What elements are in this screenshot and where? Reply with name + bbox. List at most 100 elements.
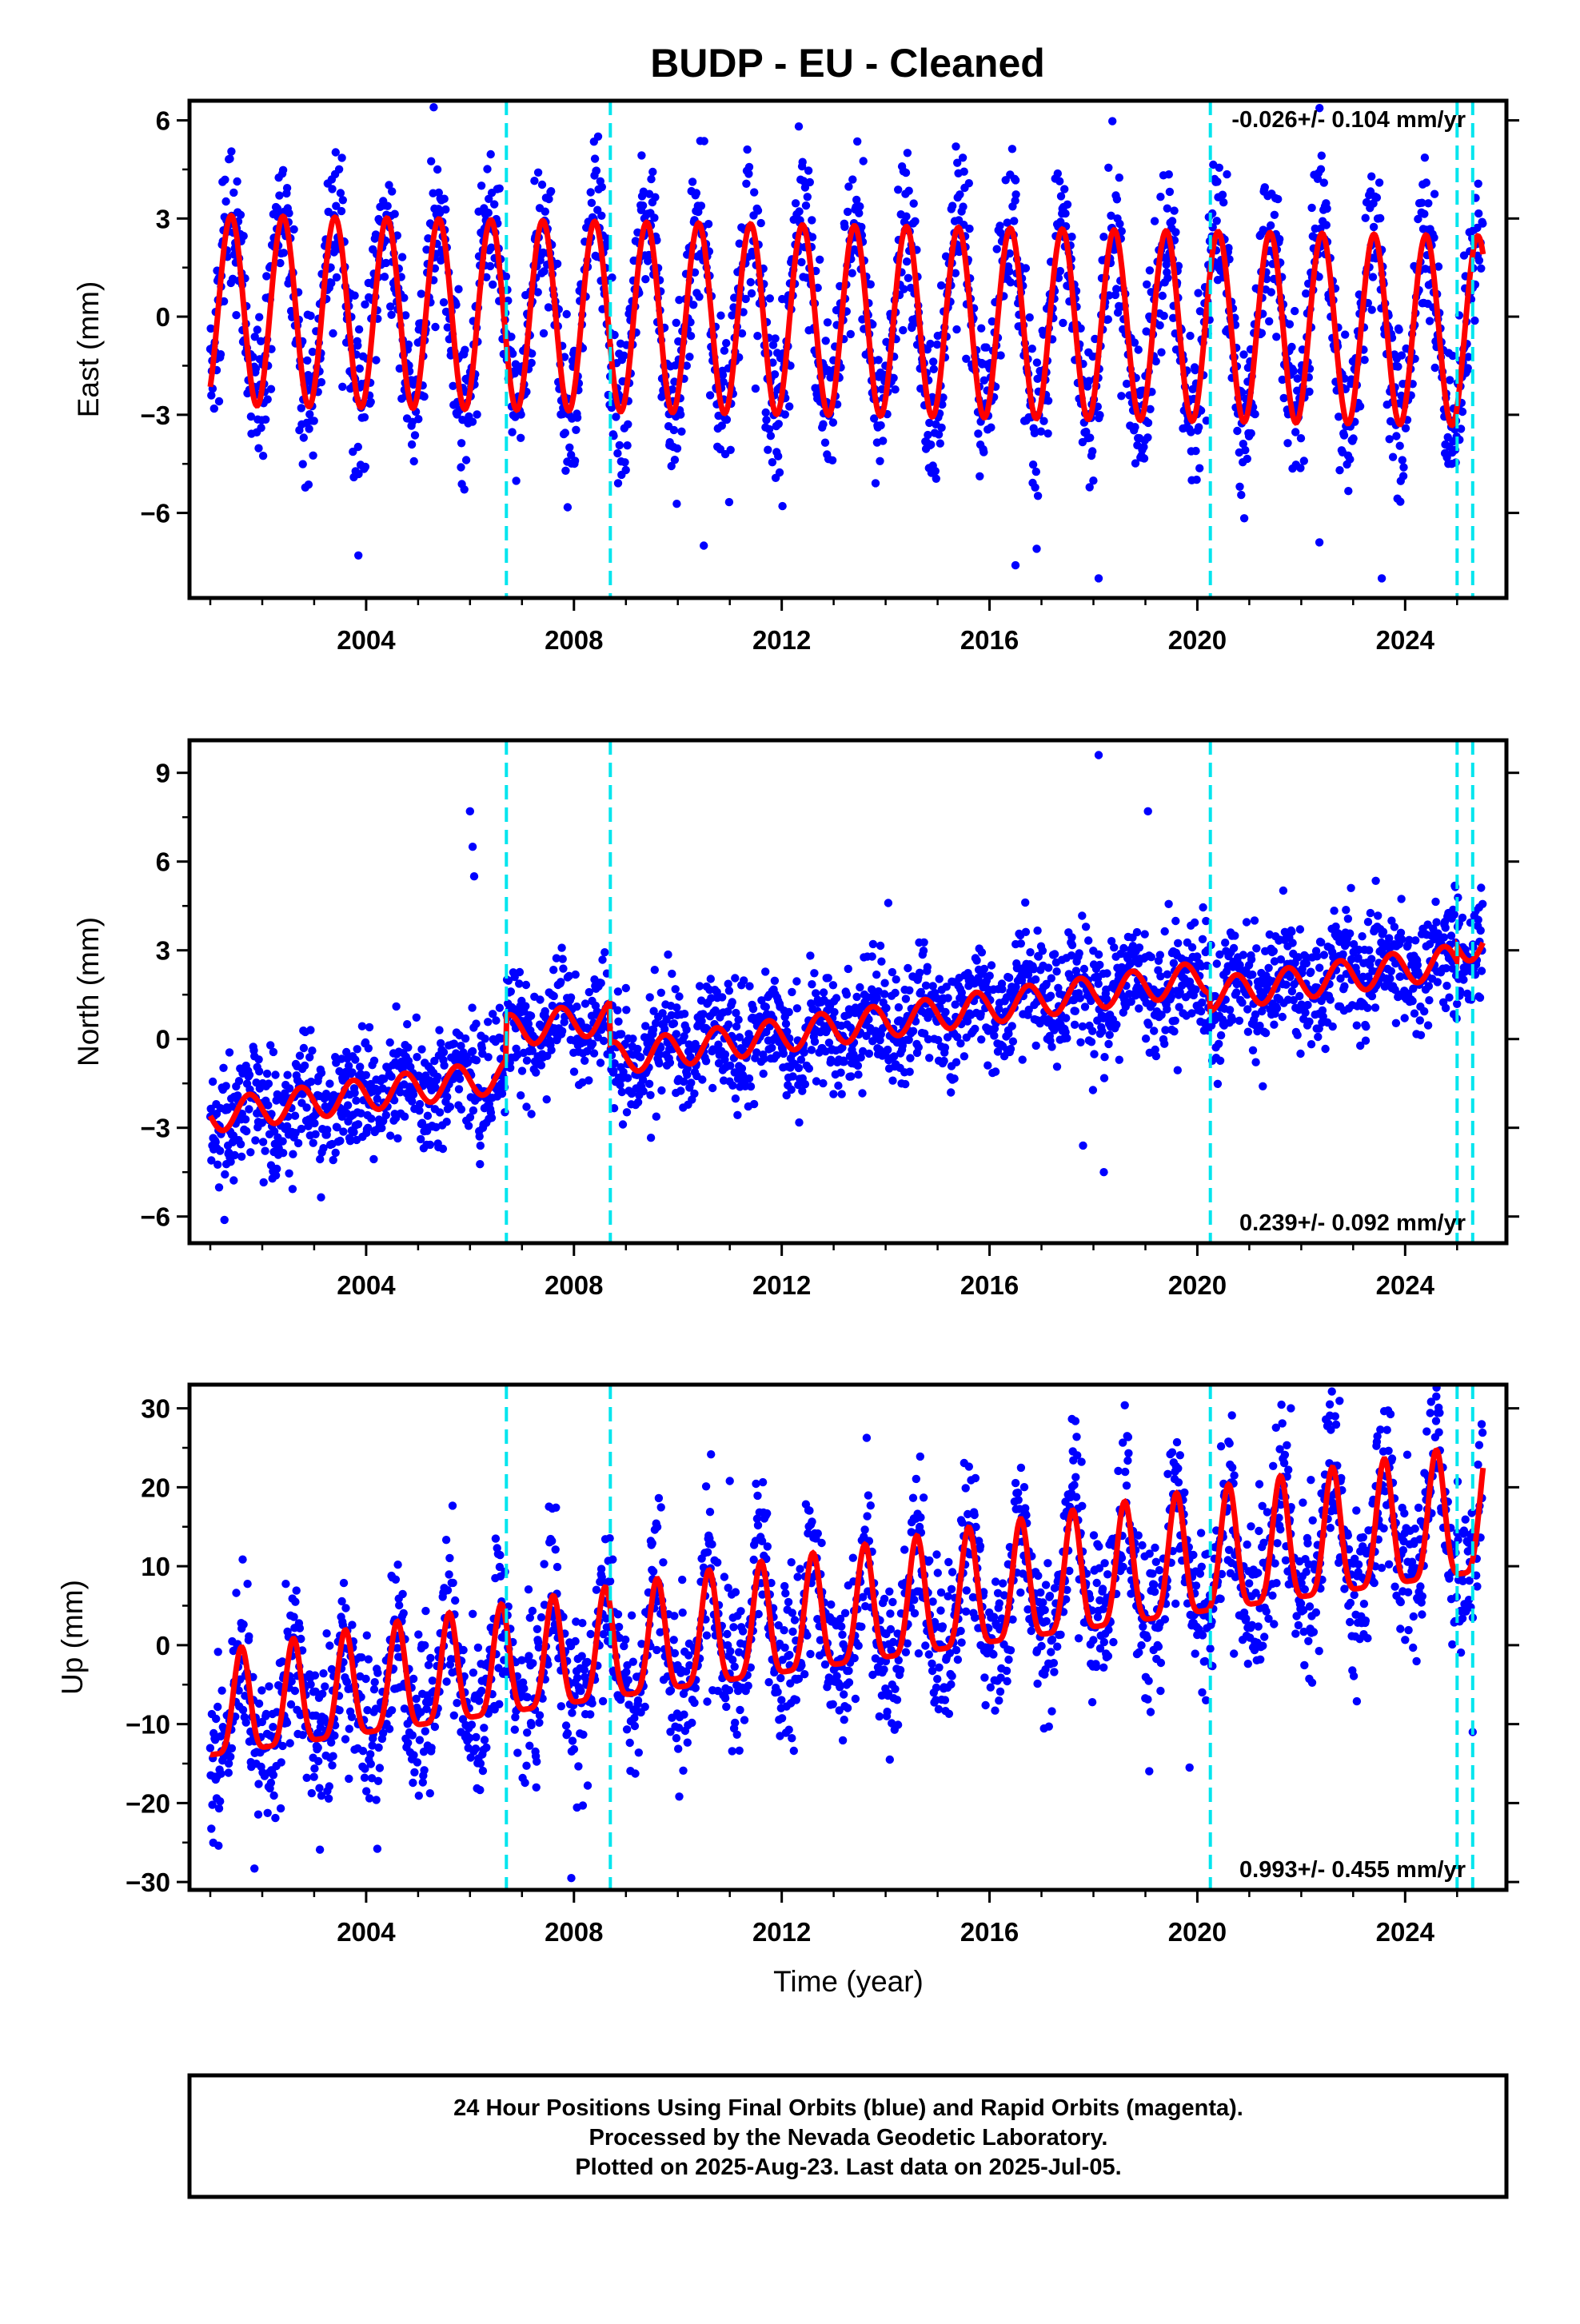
north-point — [1163, 971, 1171, 979]
north-point — [522, 1102, 530, 1110]
east-point — [254, 444, 262, 452]
east-point — [723, 416, 731, 424]
north-point — [872, 971, 880, 979]
east-point — [980, 448, 988, 456]
east-point — [767, 432, 775, 440]
north-outlier-point — [1099, 1168, 1107, 1176]
north-point — [265, 1079, 273, 1087]
north-point — [1279, 887, 1287, 895]
north-point — [728, 998, 736, 1006]
north-point — [666, 1058, 674, 1066]
north-point — [1313, 952, 1321, 960]
east-point — [1286, 320, 1294, 328]
north-point — [559, 964, 567, 972]
east-point — [1005, 267, 1013, 275]
north-point — [852, 993, 860, 1001]
east-point — [1376, 214, 1384, 222]
east-point — [530, 177, 538, 185]
north-point — [732, 1094, 740, 1102]
east-point — [704, 220, 712, 228]
north-point — [1259, 1082, 1267, 1090]
east-point — [1099, 233, 1107, 241]
east-point — [1323, 221, 1331, 229]
north-point — [1294, 1031, 1302, 1039]
east-point — [237, 211, 245, 219]
north-point — [646, 993, 654, 1001]
north-outlier-point — [469, 843, 477, 851]
east-point — [1399, 463, 1407, 471]
east-point — [565, 444, 573, 452]
east-point — [1152, 357, 1160, 365]
north-point — [1307, 968, 1315, 976]
north-point — [1235, 1017, 1243, 1025]
north-point — [1252, 944, 1260, 952]
north-point — [884, 1046, 892, 1054]
north-point — [1295, 992, 1303, 1000]
east-point — [528, 359, 536, 367]
east-point — [337, 189, 345, 197]
east-point — [571, 456, 579, 464]
north-point — [1174, 939, 1182, 947]
north-point — [1239, 951, 1247, 959]
east-point — [1113, 195, 1121, 203]
north-point — [1270, 947, 1278, 955]
north-point — [1032, 1042, 1040, 1050]
east-point — [785, 402, 793, 410]
east-point — [283, 184, 291, 192]
east-point — [637, 151, 645, 159]
east-point — [1143, 433, 1151, 441]
east-point — [903, 257, 911, 265]
north-point — [469, 1106, 477, 1114]
north-point — [877, 958, 885, 966]
north-point — [264, 1101, 272, 1109]
north-point — [707, 975, 715, 983]
east-point — [306, 312, 314, 320]
east-point — [1307, 204, 1315, 212]
north-point — [1021, 899, 1029, 907]
east-point — [411, 431, 419, 439]
east-point — [553, 260, 561, 268]
north-point — [1344, 915, 1352, 923]
east-point — [1007, 278, 1015, 286]
north-point — [1039, 947, 1047, 955]
north-point — [1459, 975, 1467, 983]
north-x-tick-label: 2012 — [752, 1270, 811, 1300]
east-point — [517, 434, 525, 442]
north-point — [1135, 1004, 1143, 1012]
north-point — [792, 977, 800, 985]
east-point — [289, 225, 297, 233]
east-point — [255, 313, 263, 321]
east-point — [420, 393, 428, 401]
east-point — [752, 385, 760, 393]
north-point — [344, 1101, 352, 1109]
north-point — [1314, 1033, 1322, 1041]
north-point — [1288, 939, 1296, 947]
north-point — [998, 985, 1006, 993]
north-point — [289, 1150, 297, 1158]
north-point — [446, 1102, 454, 1110]
east-point — [355, 325, 363, 333]
north-point — [1371, 1003, 1379, 1011]
east-x-tick-label: 2016 — [960, 625, 1019, 655]
north-point — [920, 947, 928, 955]
east-point — [329, 329, 337, 337]
east-y-tick-label: 6 — [156, 106, 170, 136]
north-point — [891, 989, 899, 997]
north-point — [1303, 1001, 1311, 1009]
north-point — [733, 1111, 741, 1119]
east-point — [305, 425, 313, 433]
east-point — [462, 456, 470, 464]
north-point — [971, 1025, 979, 1033]
east-point — [414, 415, 422, 423]
north-point — [1440, 933, 1448, 941]
north-point — [1106, 1030, 1114, 1038]
east-point — [1360, 356, 1368, 364]
east-point — [1375, 178, 1383, 186]
north-point — [950, 1074, 958, 1082]
north-point — [672, 1003, 680, 1011]
north-point — [1296, 925, 1304, 933]
north-point — [1053, 1062, 1061, 1070]
north-point — [895, 1003, 903, 1011]
north-point — [1442, 982, 1450, 990]
